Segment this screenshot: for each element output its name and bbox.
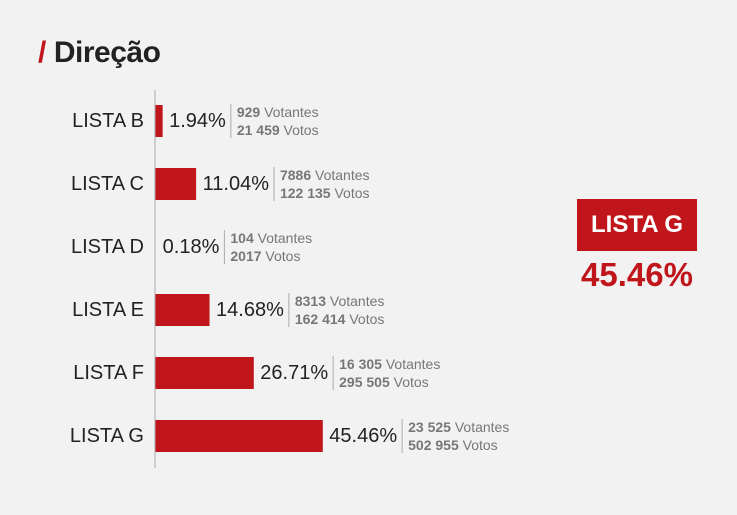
bar bbox=[155, 357, 254, 389]
votos-detail: 21 459 Votos bbox=[237, 122, 319, 138]
value-label: 14.68% bbox=[216, 299, 284, 321]
votantes-count: 929 bbox=[237, 104, 261, 120]
category-label: LISTA F bbox=[73, 362, 144, 384]
winner-percentage: 45.46% bbox=[581, 256, 693, 293]
votantes-suffix: Votantes bbox=[451, 419, 509, 435]
votos-count: 162 414 bbox=[295, 311, 346, 327]
votos-count: 295 505 bbox=[339, 374, 390, 390]
value-label: 11.04% bbox=[203, 173, 270, 195]
votos-count: 502 955 bbox=[408, 437, 459, 453]
votantes-count: 104 bbox=[230, 230, 254, 246]
votantes-detail: 23 525 Votantes bbox=[408, 419, 509, 435]
votantes-detail: 7886 Votantes bbox=[280, 167, 370, 183]
votos-detail: 122 135 Votos bbox=[280, 185, 370, 201]
bar bbox=[155, 420, 323, 452]
title-slash: / bbox=[38, 36, 46, 69]
votantes-detail: 929 Votantes bbox=[237, 104, 319, 120]
page-title: / Direção bbox=[38, 36, 161, 70]
votos-detail: 502 955 Votos bbox=[408, 437, 498, 453]
bar bbox=[155, 168, 197, 200]
votantes-suffix: Votantes bbox=[326, 293, 384, 309]
votos-detail: 2017 Votos bbox=[230, 248, 300, 264]
votos-suffix: Votos bbox=[345, 311, 384, 327]
votos-count: 2017 bbox=[230, 248, 261, 264]
votos-detail: 162 414 Votos bbox=[295, 311, 385, 327]
title-text: Direção bbox=[53, 36, 161, 69]
votos-suffix: Votos bbox=[262, 248, 301, 264]
votantes-suffix: Votantes bbox=[382, 356, 440, 372]
category-label: LISTA C bbox=[71, 173, 144, 195]
votantes-suffix: Votantes bbox=[311, 167, 369, 183]
category-label: LISTA D bbox=[71, 236, 144, 258]
category-label: LISTA G bbox=[70, 425, 144, 447]
votos-count: 21 459 bbox=[237, 122, 280, 138]
value-label: 1.94% bbox=[169, 110, 226, 132]
votos-suffix: Votos bbox=[280, 122, 319, 138]
bar bbox=[155, 105, 163, 137]
votantes-count: 8313 bbox=[295, 293, 326, 309]
category-label: LISTA B bbox=[72, 110, 144, 132]
votantes-detail: 8313 Votantes bbox=[295, 293, 385, 309]
category-label: LISTA E bbox=[72, 299, 144, 321]
votos-suffix: Votos bbox=[331, 185, 370, 201]
votos-suffix: Votos bbox=[459, 437, 498, 453]
value-label: 26.71% bbox=[260, 362, 328, 384]
results-bar-chart: LISTA B 1.94% 929 Votantes 21 459 Votos LIST… bbox=[70, 90, 509, 468]
votantes-detail: 16 305 Votantes bbox=[339, 356, 440, 372]
votos-detail: 295 505 Votos bbox=[339, 374, 429, 390]
votantes-count: 23 525 bbox=[408, 419, 451, 435]
votantes-suffix: Votantes bbox=[254, 230, 312, 246]
votos-count: 122 135 bbox=[280, 185, 331, 201]
votantes-count: 7886 bbox=[280, 167, 311, 183]
bar bbox=[155, 294, 210, 326]
votantes-count: 16 305 bbox=[339, 356, 382, 372]
value-label: 45.46% bbox=[329, 425, 397, 447]
votantes-suffix: Votantes bbox=[260, 104, 318, 120]
votantes-detail: 104 Votantes bbox=[230, 230, 312, 246]
winner-badge: LISTA G bbox=[577, 199, 697, 251]
value-label: 0.18% bbox=[163, 236, 220, 258]
votos-suffix: Votos bbox=[390, 374, 429, 390]
